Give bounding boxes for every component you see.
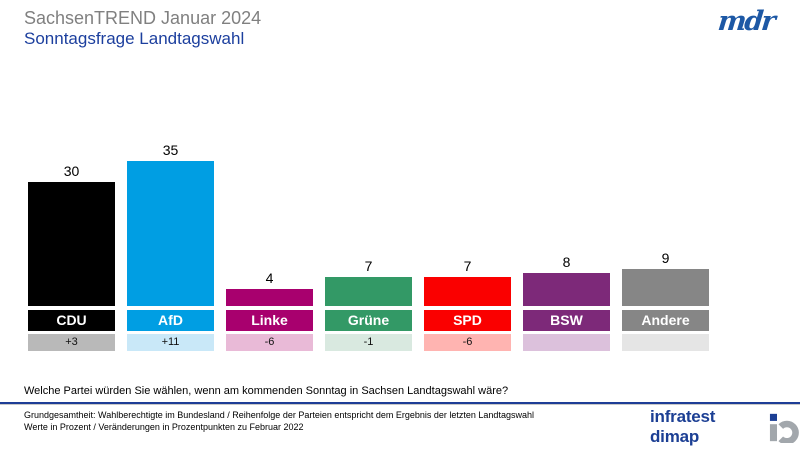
bar-group-grüne: 7 Grüne -1 [325, 140, 412, 351]
bar-area: 35 [127, 140, 214, 306]
party-label-band: Grüne [325, 310, 412, 331]
bar-afd [127, 161, 214, 306]
bar-group-bsw: 8 BSW [523, 140, 610, 351]
mdr-logo: mdr [716, 6, 776, 37]
bar-cdu [28, 181, 115, 306]
party-label-band: SPD [424, 310, 511, 331]
party-label-band: BSW [523, 310, 610, 331]
bar-spd [424, 277, 511, 306]
bar-area: 7 [325, 140, 412, 306]
bar-grüne [325, 277, 412, 306]
bar-group-cdu: 30 CDU +3 [28, 140, 115, 351]
bar-andere [622, 268, 709, 306]
bar-area: 8 [523, 140, 610, 306]
party-label-band: Andere [622, 310, 709, 331]
bar-value-label: 8 [562, 253, 571, 270]
party-label-band: Linke [226, 310, 313, 331]
bar-area: 7 [424, 140, 511, 306]
bar-value-label: 4 [265, 270, 274, 287]
change-value-band: -1 [325, 334, 412, 351]
infratest-dimap-logo-icon [769, 413, 799, 443]
footer-notes: Grundgesamtheit: Wahlberechtigte im Bund… [24, 410, 534, 433]
change-value-band: +11 [127, 334, 214, 351]
party-label-band: AfD [127, 310, 214, 331]
page-subtitle: Sonntagsfrage Landtagswahl [24, 29, 245, 48]
footer-note-line2: Werte in Prozent / Veränderungen in Proz… [24, 421, 304, 432]
bar-area: 9 [622, 140, 709, 306]
change-value-band [622, 334, 709, 351]
change-value-band [523, 334, 610, 351]
separator-line [0, 402, 800, 405]
change-value-band: +3 [28, 334, 115, 351]
survey-question: Welche Partei würden Sie wählen, wenn am… [24, 385, 509, 397]
bar-area: 30 [28, 140, 115, 306]
bar-group-afd: 35 AfD +11 [127, 140, 214, 351]
change-value-band: -6 [424, 334, 511, 351]
page-title: SachsenTREND Januar 2024 [24, 8, 262, 28]
bar-value-label: 7 [463, 258, 472, 275]
bar-bsw [523, 272, 610, 306]
bar-group-linke: 4 Linke -6 [226, 140, 313, 351]
bar-value-label: 7 [364, 258, 373, 275]
infratest-dimap-brand: infratest dimap [650, 407, 800, 447]
footer-note-line1: Grundgesamtheit: Wahlberechtigte im Bund… [24, 410, 534, 420]
infratest-dimap-wordmark: infratest dimap [650, 407, 716, 446]
bar-linke [226, 289, 313, 306]
bar-value-label: 30 [63, 162, 80, 179]
bar-value-label: 9 [661, 249, 670, 266]
bar-chart: 30 CDU +3 35 AfD +11 4 Linke -6 7 Grüne -1 7 SPD -6 8 BS… [28, 140, 709, 351]
party-label-band: CDU [28, 310, 115, 331]
change-value-band: -6 [226, 334, 313, 351]
bar-group-andere: 9 Andere [622, 140, 709, 351]
bar-area: 4 [226, 140, 313, 306]
bar-group-spd: 7 SPD -6 [424, 140, 511, 351]
bar-value-label: 35 [162, 142, 179, 159]
